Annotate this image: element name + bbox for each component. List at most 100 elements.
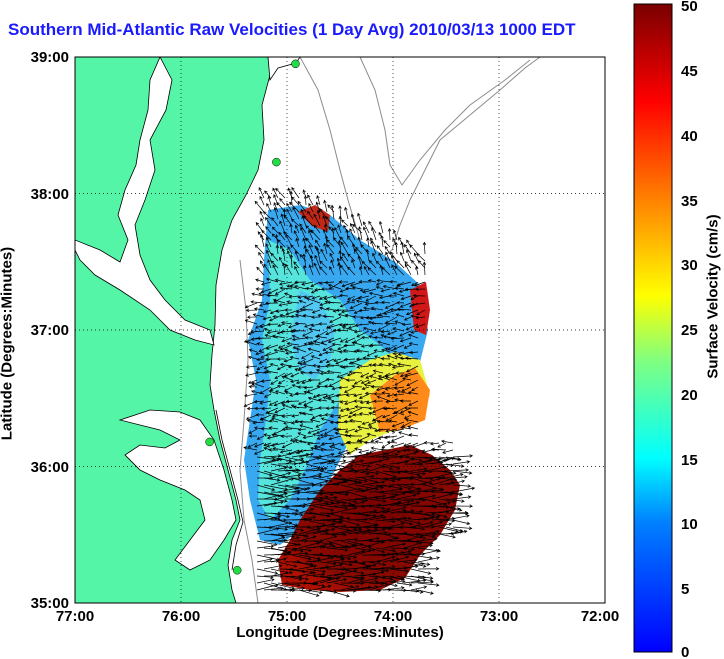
velocity-arrow: [298, 466, 321, 472]
velocity-arrow: [273, 202, 279, 213]
velocity-arrow: [381, 414, 391, 419]
velocity-arrow: [277, 491, 301, 500]
velocity-arrow: [266, 293, 279, 298]
colorbar-tick: 5: [681, 581, 689, 598]
velocity-arrow: [294, 224, 300, 234]
velocity-arrow: [284, 425, 300, 430]
velocity-arrow: [302, 435, 314, 440]
velocity-arrow: [290, 421, 300, 425]
velocity-arrow: [394, 265, 405, 276]
velocity-arrow: [312, 466, 328, 472]
velocity-arrow: [375, 547, 397, 553]
velocity-arrow: [268, 390, 279, 395]
velocity-arrow: [269, 316, 279, 322]
velocity-arrow: [260, 217, 265, 227]
velocity-arrow: [411, 302, 426, 307]
velocity-arrow: [376, 278, 391, 283]
velocity-arrow: [298, 456, 321, 465]
velocity-arrow: [263, 586, 284, 591]
velocity-arrow: [291, 452, 310, 458]
velocity-arrow: [309, 254, 314, 269]
velocity-arrow: [381, 348, 391, 353]
velocity-arrow: [390, 435, 405, 442]
velocity-arrow: [260, 417, 272, 423]
velocity-arrow: [361, 536, 381, 542]
velocity-arrow: [297, 400, 307, 405]
velocity-arrow: [345, 393, 356, 397]
velocity-arrow: [404, 372, 419, 378]
velocity-arrow: [252, 313, 265, 318]
velocity-arrow: [357, 425, 370, 430]
velocity-arrow: [389, 307, 405, 312]
velocity-arrow: [284, 457, 304, 465]
velocity-arrow: [274, 288, 286, 295]
velocity-arrow: [277, 543, 299, 549]
velocity-arrow: [382, 542, 407, 549]
velocity-arrow: [406, 365, 419, 373]
velocity-arrow: [258, 187, 265, 199]
velocity-arrow: [368, 515, 387, 521]
velocity-arrow: [354, 248, 363, 262]
velocity-arrow: [269, 386, 279, 391]
velocity-arrow: [344, 206, 349, 220]
velocity-arrow: [361, 523, 378, 528]
velocity-arrow: [416, 309, 426, 316]
velocity-arrow: [254, 200, 265, 213]
velocity-arrow: [340, 487, 362, 493]
x-tick: 76:00: [162, 608, 200, 625]
velocity-arrow: [396, 451, 418, 458]
velocity-arrow: [396, 484, 412, 490]
velocity-arrow: [297, 200, 307, 213]
velocity-arrow: [275, 234, 279, 248]
velocity-arrow: [403, 487, 422, 493]
velocity-arrow: [316, 435, 328, 440]
velocity-arrow: [268, 426, 279, 430]
velocity-arrow: [349, 302, 363, 309]
velocity-arrow: [279, 313, 293, 318]
velocity-arrow: [323, 295, 335, 300]
velocity-arrow: [282, 208, 287, 220]
velocity-arrow: [278, 302, 293, 307]
velocity-arrow: [437, 442, 447, 448]
velocity-arrow: [306, 297, 321, 304]
velocity-arrow: [284, 456, 305, 463]
velocity-arrow: [334, 226, 342, 241]
velocity-arrow: [270, 557, 287, 563]
velocity-arrow: [284, 586, 306, 591]
velocity-arrow: [326, 300, 342, 305]
velocity-arrow: [326, 239, 335, 248]
velocity-arrow: [383, 309, 398, 315]
velocity-arrow: [345, 286, 356, 291]
velocity-arrow: [340, 504, 366, 509]
velocity-arrow: [391, 264, 398, 276]
velocity-arrow: [333, 589, 357, 593]
grid-lines: [75, 57, 605, 603]
velocity-arrow: [415, 287, 426, 291]
velocity-arrow: [396, 470, 421, 477]
velocity-arrow: [271, 414, 286, 418]
velocity-arrow: [393, 393, 405, 397]
velocity-arrow: [376, 428, 391, 432]
velocity-arrow: [363, 440, 377, 445]
velocity-arrow: [256, 435, 265, 440]
velocity-arrow: [349, 222, 356, 234]
x-tick: 75:00: [268, 608, 306, 625]
velocity-arrow: [380, 288, 391, 293]
velocity-arrow: [394, 241, 398, 255]
velocity-arrow: [270, 442, 286, 447]
velocity-arrow: [452, 484, 472, 488]
velocity-arrow: [306, 442, 321, 446]
velocity-arrow: [403, 541, 423, 549]
velocity-arrow: [370, 240, 377, 255]
velocity-arrow: [244, 302, 258, 309]
velocity-arrow: [366, 432, 377, 437]
velocity-arrow: [265, 369, 279, 374]
velocity-arrow: [270, 477, 295, 486]
velocity-arrow: [305, 237, 314, 248]
velocity-arrow: [330, 259, 335, 269]
velocity-arrow: [319, 358, 328, 364]
velocity-arrow: [410, 561, 431, 566]
velocity-arrow: [361, 386, 370, 391]
velocity-arrow: [326, 512, 344, 519]
velocity-arrow: [295, 313, 307, 318]
